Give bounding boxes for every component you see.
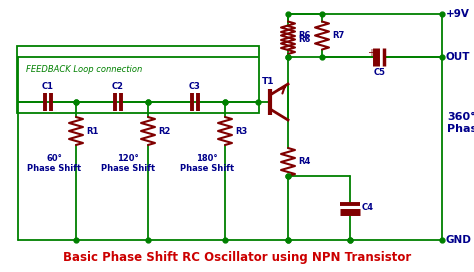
Text: 60°
Phase Shift: 60° Phase Shift [27, 154, 81, 174]
Text: C2: C2 [112, 82, 124, 91]
Text: R6: R6 [298, 36, 310, 45]
Text: R6: R6 [298, 31, 310, 40]
Text: Basic Phase Shift RC Oscillator using NPN Transistor: Basic Phase Shift RC Oscillator using NP… [63, 251, 411, 264]
Text: C5: C5 [374, 68, 386, 77]
Text: OUT: OUT [446, 52, 471, 62]
Text: C1: C1 [42, 82, 54, 91]
Text: 180°
Phase Shift: 180° Phase Shift [180, 154, 234, 174]
Text: T1: T1 [262, 77, 274, 86]
Text: +9V: +9V [446, 9, 470, 19]
Text: +: + [367, 48, 375, 58]
Text: R2: R2 [158, 126, 170, 135]
Bar [17, 46, 259, 113]
Text: R3: R3 [235, 126, 247, 135]
Text: 360°
Phase Shift: 360° Phase Shift [447, 112, 474, 134]
Text: C3: C3 [189, 82, 201, 91]
Text: R1: R1 [86, 126, 99, 135]
Text: GND: GND [446, 235, 472, 245]
Text: R4: R4 [298, 157, 310, 166]
Text: R7: R7 [332, 31, 344, 40]
Text: 120°
Phase Shift: 120° Phase Shift [101, 154, 155, 174]
Text: C4: C4 [362, 203, 374, 212]
Text: FEEDBACK Loop connection: FEEDBACK Loop connection [26, 65, 142, 74]
